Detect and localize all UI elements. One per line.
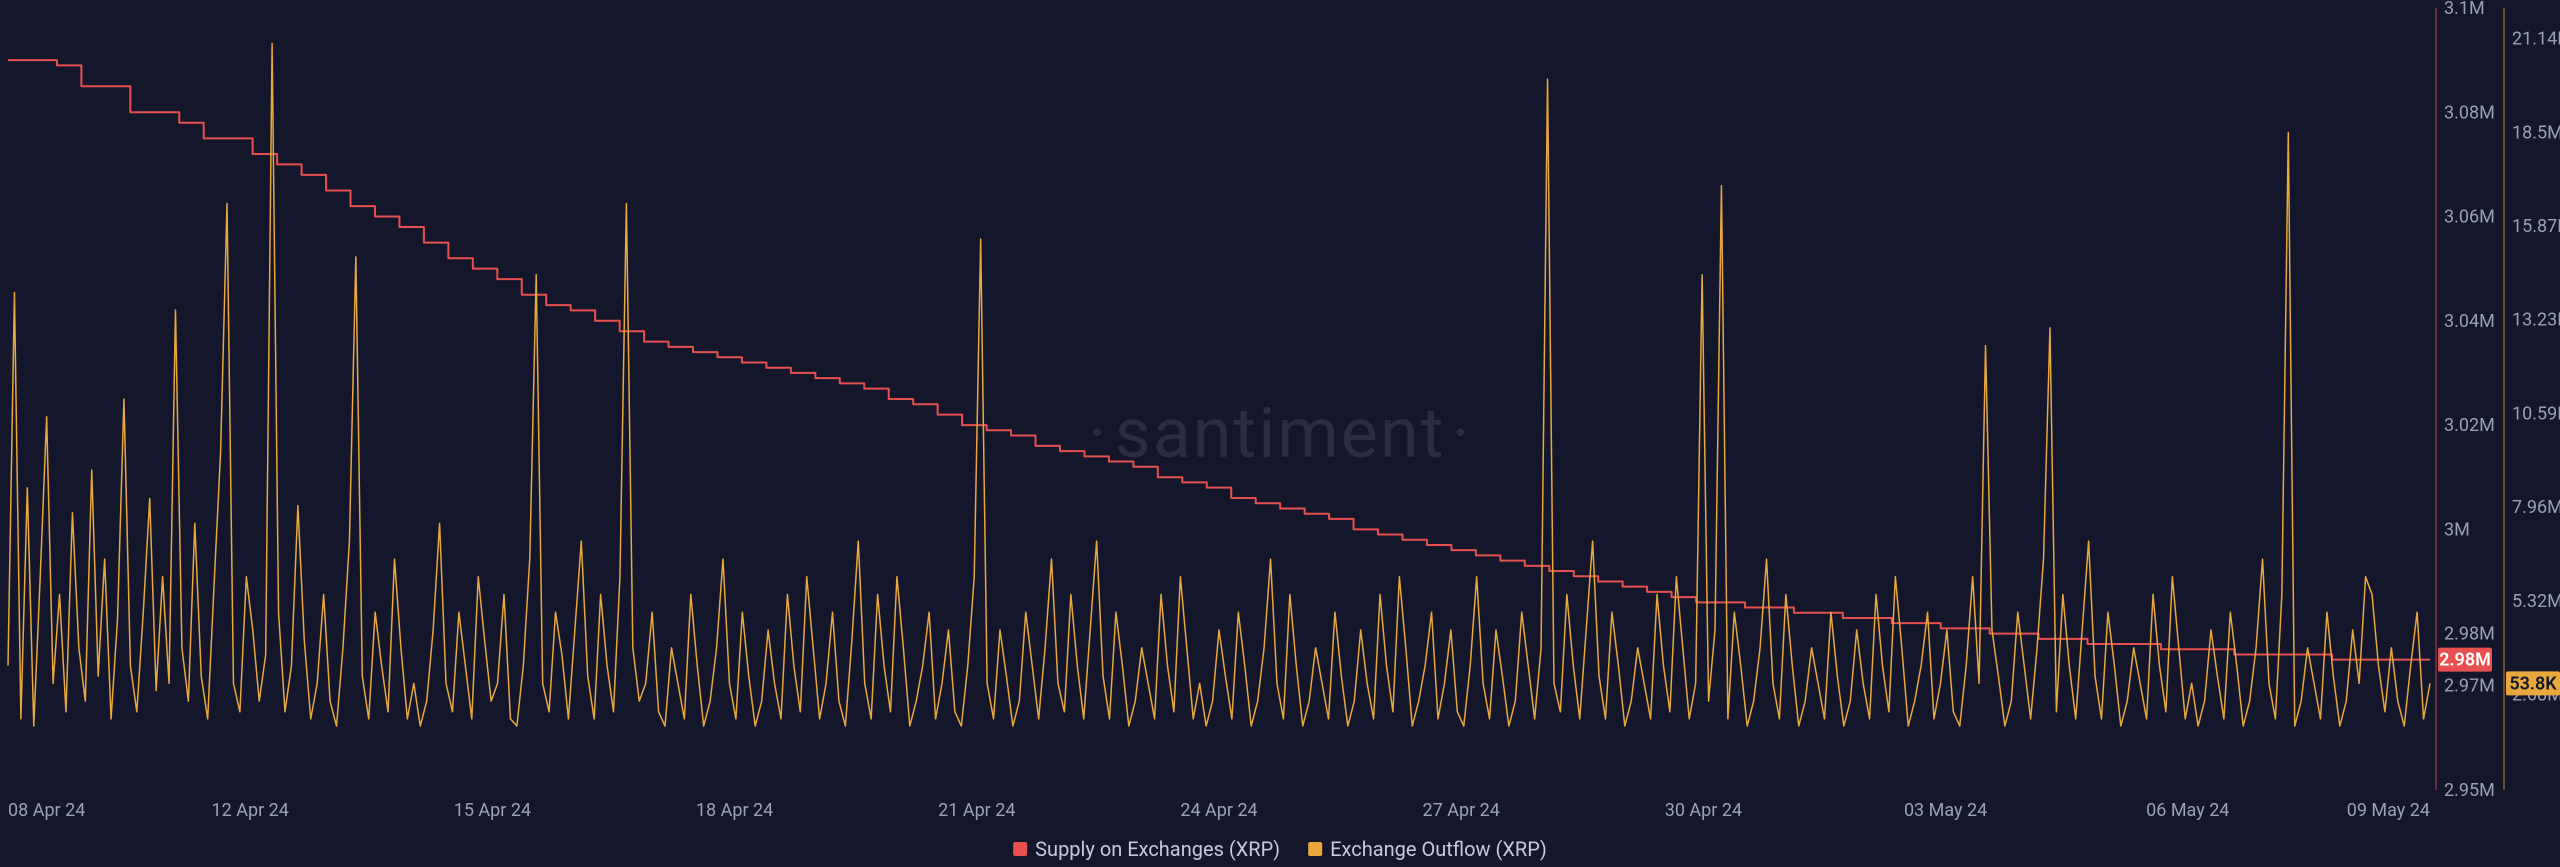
- legend-label-supply: Supply on Exchanges (XRP): [1035, 837, 1280, 861]
- legend: Supply on Exchanges (XRP) Exchange Outfl…: [1013, 837, 1547, 861]
- svg-text:27 Apr 24: 27 Apr 24: [1423, 800, 1500, 821]
- svg-text:18 Apr 24: 18 Apr 24: [696, 800, 773, 821]
- svg-text:3.1M: 3.1M: [2444, 0, 2485, 19]
- legend-item-supply: Supply on Exchanges (XRP): [1013, 837, 1280, 861]
- svg-text:3M: 3M: [2444, 519, 2470, 540]
- legend-swatch-supply: [1013, 842, 1027, 856]
- svg-text:53.8K: 53.8K: [2509, 673, 2557, 694]
- svg-text:2.98M: 2.98M: [2444, 624, 2495, 645]
- svg-text:3.04M: 3.04M: [2444, 311, 2495, 332]
- legend-swatch-outflow: [1308, 842, 1322, 856]
- svg-text:3.06M: 3.06M: [2444, 207, 2495, 228]
- chart-container: 3.1M 3.08M 3.06M 3.04M 3.02M 3M 2.98M 2.97M 2.95…: [0, 0, 2560, 867]
- svg-text:03 May 24: 03 May 24: [1904, 800, 1987, 821]
- svg-text:7.96M: 7.96M: [2512, 497, 2560, 518]
- svg-text:21.14M: 21.14M: [2512, 29, 2560, 50]
- legend-label-outflow: Exchange Outflow (XRP): [1330, 837, 1547, 861]
- svg-text:21 Apr 24: 21 Apr 24: [938, 800, 1015, 821]
- svg-text:2.95M: 2.95M: [2444, 780, 2495, 801]
- svg-text:08 Apr 24: 08 Apr 24: [8, 800, 85, 821]
- svg-text:13.23M: 13.23M: [2512, 310, 2560, 331]
- svg-text:24 Apr 24: 24 Apr 24: [1180, 800, 1257, 821]
- legend-item-outflow: Exchange Outflow (XRP): [1308, 837, 1547, 861]
- svg-text:2.98M: 2.98M: [2439, 650, 2491, 671]
- chart-svg: 3.1M 3.08M 3.06M 3.04M 3.02M 3M 2.98M 2.97M 2.95…: [0, 0, 2560, 867]
- svg-text:06 May 24: 06 May 24: [2146, 800, 2229, 821]
- svg-text:18.5M: 18.5M: [2512, 122, 2560, 143]
- svg-text:09 May 24: 09 May 24: [2347, 800, 2430, 821]
- svg-text:15 Apr 24: 15 Apr 24: [454, 800, 531, 821]
- svg-text:10.59M: 10.59M: [2512, 404, 2560, 425]
- svg-text:12 Apr 24: 12 Apr 24: [212, 800, 289, 821]
- svg-text:30 Apr 24: 30 Apr 24: [1665, 800, 1742, 821]
- svg-text:3.02M: 3.02M: [2444, 415, 2495, 436]
- svg-text:15.87M: 15.87M: [2512, 216, 2560, 237]
- svg-text:5.32M: 5.32M: [2512, 591, 2560, 612]
- svg-text:3.08M: 3.08M: [2444, 102, 2495, 123]
- svg-text:2.97M: 2.97M: [2444, 676, 2495, 697]
